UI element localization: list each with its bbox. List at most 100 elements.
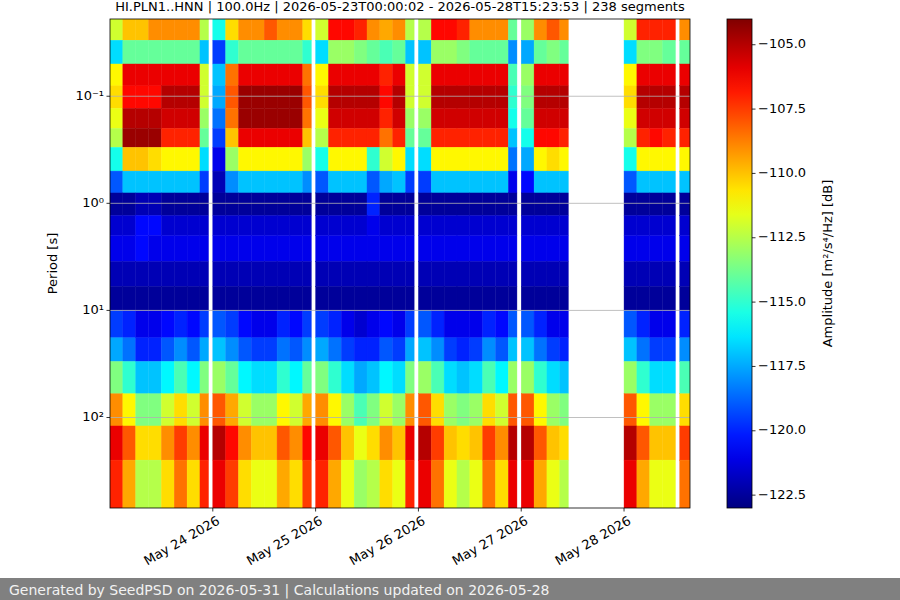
cell [316, 128, 329, 147]
cell [483, 64, 496, 86]
cell [560, 460, 569, 508]
cell [496, 362, 509, 394]
cell [470, 460, 483, 508]
cell [457, 40, 470, 64]
cell [354, 287, 367, 311]
cell [200, 147, 209, 171]
cell [341, 86, 354, 109]
cell [123, 128, 136, 147]
cell [637, 310, 650, 337]
cell [496, 19, 509, 40]
cell [624, 310, 637, 337]
cell [316, 86, 329, 109]
cell [303, 262, 312, 287]
cell [496, 171, 509, 193]
cell [251, 147, 264, 171]
cell [264, 40, 277, 64]
cell [277, 236, 290, 262]
cell [624, 108, 637, 128]
cell [663, 310, 676, 337]
cell [650, 310, 663, 337]
cell [354, 19, 367, 40]
cell [174, 64, 187, 86]
colorbar-tick-label: −120.0 [758, 422, 806, 437]
cell [431, 236, 444, 262]
cell [341, 460, 354, 508]
cell [328, 262, 341, 287]
cell [457, 86, 470, 109]
cell [547, 236, 560, 262]
colorbar-tick [752, 430, 756, 431]
cell [161, 147, 174, 171]
cell [624, 86, 637, 109]
cell [367, 19, 380, 40]
cell [316, 147, 329, 171]
cell [251, 40, 264, 64]
cell [149, 19, 162, 40]
cell [213, 40, 226, 64]
cell [637, 287, 650, 311]
cell [341, 193, 354, 216]
cell [483, 40, 496, 64]
cell [251, 64, 264, 86]
y-tick [107, 310, 111, 311]
cell [380, 426, 393, 460]
cell [534, 86, 547, 109]
cell [200, 86, 209, 109]
cell [470, 394, 483, 426]
cell [444, 262, 457, 287]
cell [239, 362, 252, 394]
cell [136, 171, 149, 193]
cell [161, 64, 174, 86]
cell [547, 40, 560, 64]
cell [136, 108, 149, 128]
cell [680, 86, 690, 109]
cell [161, 86, 174, 109]
cell [110, 171, 123, 193]
cell [483, 362, 496, 394]
cell [290, 216, 303, 236]
cell [213, 108, 226, 128]
cell [393, 147, 406, 171]
cell [470, 287, 483, 311]
cell [624, 394, 637, 426]
cell [200, 19, 209, 40]
cell [534, 171, 547, 193]
cell [406, 86, 415, 109]
cell [470, 171, 483, 193]
cell [534, 460, 547, 508]
cell [406, 128, 415, 147]
cell [174, 426, 187, 460]
cell [393, 216, 406, 236]
cell [200, 262, 209, 287]
cell [444, 128, 457, 147]
cell [277, 362, 290, 394]
cell [650, 236, 663, 262]
cell [406, 426, 415, 460]
cell [367, 128, 380, 147]
cell [213, 193, 226, 216]
cell [290, 362, 303, 394]
cell [123, 262, 136, 287]
cell [123, 338, 136, 362]
cell [457, 426, 470, 460]
cell [251, 19, 264, 40]
cell [290, 193, 303, 216]
cell [483, 426, 496, 460]
cell [496, 147, 509, 171]
cell [303, 338, 312, 362]
cell [354, 236, 367, 262]
cell [534, 147, 547, 171]
cell [110, 338, 123, 362]
cell [174, 193, 187, 216]
background [0, 0, 900, 600]
cell [483, 147, 496, 171]
cell [444, 394, 457, 426]
cell [303, 64, 312, 86]
cell [149, 171, 162, 193]
cell [264, 147, 277, 171]
cell [277, 64, 290, 86]
cell [547, 362, 560, 394]
cell [316, 19, 329, 40]
cell [560, 362, 569, 394]
